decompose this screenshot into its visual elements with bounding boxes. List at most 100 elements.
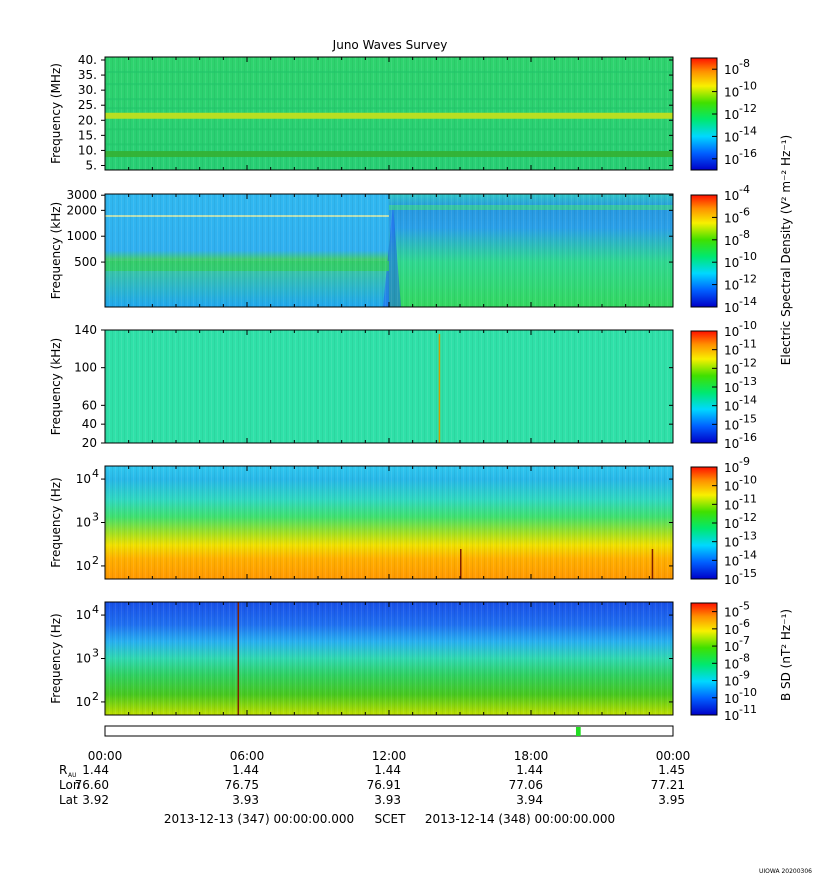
- ephemeris-value: 3.94: [516, 793, 543, 807]
- y-tick-label: 140: [74, 323, 97, 337]
- y-tick-label: 20.: [78, 113, 97, 127]
- ephemeris-value: 3.93: [232, 793, 259, 807]
- y-tick-exponent: 2: [92, 554, 99, 567]
- y-tick-label: 40.: [78, 53, 97, 67]
- colorbar-tick-exponent: -10: [739, 474, 757, 487]
- ephemeris-label-lat: Lat: [59, 793, 78, 807]
- ephemeris-value: 1.45: [658, 763, 685, 777]
- spectrogram-texture: [105, 602, 673, 715]
- y-tick-label: 5.: [86, 158, 97, 172]
- ephemeris-label-lon: Lon: [59, 778, 80, 792]
- ephemeris-value: 1.44: [516, 763, 543, 777]
- footer-end-time: 2013-12-14 (348) 00:00:00.000: [425, 812, 615, 826]
- colorbar-tick-exponent: -16: [739, 431, 757, 444]
- colorbar-tick-exponent: -10: [739, 686, 757, 699]
- colorbar-tick-label: 10: [724, 153, 739, 167]
- colorbar-tick-exponent: -13: [739, 375, 757, 388]
- colorbar-tick-label: 10: [724, 362, 739, 376]
- ephemeris-value: 1.44: [82, 763, 109, 777]
- emission-band-1: [105, 112, 673, 119]
- y-tick-label: 100: [74, 361, 97, 375]
- colorbar-tick-label: 10: [724, 675, 739, 689]
- ephemeris-value: 3.93: [374, 793, 401, 807]
- faint-band-3: [105, 98, 673, 101]
- colorbar-tick-exponent: -4: [739, 183, 750, 196]
- faint-band-1: [105, 71, 673, 74]
- colorbar-title-electric: Electric Spectral Density (V² m⁻² Hz⁻¹): [779, 135, 793, 365]
- colorbar-tick-label: 10: [724, 279, 739, 293]
- faint-band-2: [105, 83, 673, 86]
- y-tick-exponent: 3: [92, 647, 99, 660]
- y-tick-label: 10.: [78, 143, 97, 157]
- y-tick-label: 10: [76, 608, 91, 622]
- ephemeris-value: 77.06: [509, 778, 543, 792]
- y-tick-exponent: 2: [92, 690, 99, 703]
- faint-band-5: [105, 128, 673, 131]
- version-stamp: UIOWA 20200306: [759, 868, 812, 875]
- x-tick-label: 06:00: [230, 749, 265, 763]
- colorbar-tick-label: 10: [724, 63, 739, 77]
- y-tick-label: 10: [76, 472, 91, 486]
- ephemeris-value: 76.60: [75, 778, 109, 792]
- colorbar-tick-exponent: -12: [739, 273, 757, 286]
- colorbar-tick-exponent: -15: [739, 412, 757, 425]
- colorbar-tick-exponent: -12: [739, 102, 757, 115]
- colorbar-tick-exponent: -11: [739, 703, 757, 716]
- colorbar-tick-label: 10: [724, 554, 739, 568]
- x-tick-label: 00:00: [88, 749, 123, 763]
- footer-start-time: 2013-12-13 (347) 00:00:00.000: [164, 812, 354, 826]
- y-tick-label: 25.: [78, 98, 97, 112]
- spectrogram-texture: [105, 330, 673, 443]
- y-tick-exponent: 4: [92, 467, 99, 480]
- colorbar-tick-label: 10: [724, 211, 739, 225]
- colorbar-tick-label: 10: [724, 498, 739, 512]
- colorbar-tick-exponent: -15: [739, 567, 757, 580]
- y-tick-exponent: 3: [92, 511, 99, 524]
- colorbar-tick-label: 10: [724, 623, 739, 637]
- y-tick-label: 30.: [78, 83, 97, 97]
- colorbar-tick-label: 10: [724, 86, 739, 100]
- footer-scet: SCET: [375, 812, 407, 826]
- y-tick-label: 15.: [78, 128, 97, 142]
- colorbar-tick-exponent: -11: [739, 338, 757, 351]
- ephemeris-label-r_au: R: [59, 763, 67, 777]
- spectrogram-panel-3: 140 100 60 40 20 Frequency (kHz): [49, 323, 674, 450]
- colorbar-tick-label: 10: [724, 640, 739, 654]
- colorbar-tick-label: 10: [724, 709, 739, 723]
- colorbar-tick-exponent: -10: [739, 80, 757, 93]
- x-tick-label: 12:00: [372, 749, 407, 763]
- colorbar-tick-exponent: -8: [739, 228, 750, 241]
- ephemeris-value: 76.91: [367, 778, 401, 792]
- colorbar-tick-exponent: -16: [739, 147, 757, 160]
- faint-band-6: [105, 143, 673, 146]
- y-tick-label: 2000: [66, 203, 97, 217]
- colorbar-tick-exponent: -6: [739, 617, 750, 630]
- y-axis-label: Frequency (Hz): [49, 613, 63, 704]
- colorbar-tick-exponent: -14: [739, 394, 757, 407]
- colorbar-tick-label: 10: [724, 108, 739, 122]
- colorbar-tick-exponent: -12: [739, 511, 757, 524]
- y-tick-label: 10: [76, 695, 91, 709]
- colorbar-tick-label: 10: [724, 400, 739, 414]
- coverage-bar-frame: [104, 725, 674, 737]
- y-tick-label: 10: [76, 559, 91, 573]
- y-tick-label: 60: [82, 398, 97, 412]
- spectrogram-texture: [105, 466, 673, 579]
- colorbar-tick-exponent: -9: [739, 455, 750, 468]
- colorbar-tick-label: 10: [724, 256, 739, 270]
- colorbar-tick-label: 10: [724, 461, 739, 475]
- ephemeris-value: 76.75: [225, 778, 259, 792]
- interference-spike-1: [460, 549, 462, 579]
- colorbar-tick-label: 10: [724, 536, 739, 550]
- spectrogram-panel-1: 40.35.30.25.20.15.10.5. Frequency (MHz): [49, 53, 674, 172]
- colorbar-tick-label: 10: [724, 437, 739, 451]
- interference-spike-2: [651, 549, 654, 579]
- ephemeris-value: 1.44: [232, 763, 259, 777]
